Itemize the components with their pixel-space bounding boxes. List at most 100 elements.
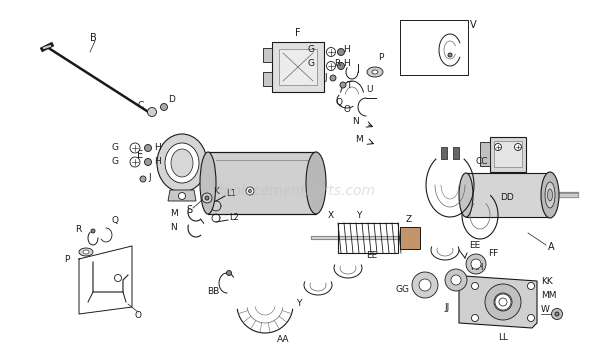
Circle shape xyxy=(527,282,535,290)
Text: MM: MM xyxy=(541,291,556,300)
Text: Z: Z xyxy=(406,215,412,224)
Circle shape xyxy=(448,53,452,57)
Text: B: B xyxy=(90,33,97,43)
Bar xyxy=(441,147,447,159)
Text: KK: KK xyxy=(541,278,553,286)
Circle shape xyxy=(445,269,467,291)
Circle shape xyxy=(145,144,152,152)
Text: R: R xyxy=(75,226,81,235)
Ellipse shape xyxy=(157,134,207,192)
Text: EE: EE xyxy=(366,252,377,261)
Text: H: H xyxy=(343,46,350,55)
Text: T: T xyxy=(346,80,352,89)
Circle shape xyxy=(160,104,168,110)
Text: X: X xyxy=(328,211,334,220)
Text: GG: GG xyxy=(395,286,409,295)
Text: A: A xyxy=(548,242,555,252)
Circle shape xyxy=(227,270,231,275)
Text: EE: EE xyxy=(469,241,480,251)
Text: Q: Q xyxy=(112,216,119,226)
Bar xyxy=(494,141,522,167)
Text: H: H xyxy=(154,143,160,152)
Text: G: G xyxy=(308,59,315,68)
Circle shape xyxy=(337,63,345,70)
Circle shape xyxy=(337,49,345,55)
Circle shape xyxy=(330,75,336,81)
Bar xyxy=(272,42,324,92)
Text: L2: L2 xyxy=(229,214,239,223)
Circle shape xyxy=(412,272,438,298)
Text: JJ: JJ xyxy=(444,303,449,311)
Ellipse shape xyxy=(372,70,378,74)
Text: M: M xyxy=(355,135,363,143)
Bar xyxy=(208,152,316,214)
Text: W: W xyxy=(541,306,550,315)
Text: L1: L1 xyxy=(226,189,236,198)
Circle shape xyxy=(246,187,254,195)
Bar xyxy=(400,20,468,75)
Text: R: R xyxy=(334,59,340,68)
Text: G: G xyxy=(111,157,118,167)
Ellipse shape xyxy=(165,143,199,183)
Text: HH: HH xyxy=(470,264,483,273)
Circle shape xyxy=(140,176,146,182)
Text: G: G xyxy=(308,46,315,55)
Text: CC: CC xyxy=(476,156,489,165)
Bar xyxy=(453,147,459,159)
Text: N: N xyxy=(352,117,359,126)
Text: O: O xyxy=(343,105,350,114)
Text: H: H xyxy=(154,157,160,167)
Text: Q: Q xyxy=(335,98,342,108)
Circle shape xyxy=(495,294,511,310)
Circle shape xyxy=(248,189,251,193)
Circle shape xyxy=(148,108,156,117)
Bar xyxy=(400,227,420,249)
Polygon shape xyxy=(168,190,196,201)
Bar xyxy=(480,142,490,166)
Circle shape xyxy=(552,308,562,320)
Circle shape xyxy=(326,47,336,56)
Text: V: V xyxy=(470,20,477,30)
Circle shape xyxy=(130,157,140,167)
Circle shape xyxy=(514,143,522,151)
Bar xyxy=(338,223,398,253)
Circle shape xyxy=(419,279,431,291)
Text: D: D xyxy=(168,94,175,104)
Text: Y: Y xyxy=(356,211,361,220)
Text: E: E xyxy=(137,150,143,160)
Text: P: P xyxy=(64,256,70,265)
Circle shape xyxy=(145,159,152,165)
Text: LL: LL xyxy=(498,333,508,342)
Text: O: O xyxy=(135,311,142,320)
Circle shape xyxy=(471,315,478,321)
Text: Y: Y xyxy=(296,299,301,307)
Circle shape xyxy=(471,259,481,269)
Circle shape xyxy=(494,143,501,151)
Circle shape xyxy=(451,275,461,285)
Circle shape xyxy=(499,298,507,306)
Text: DD: DD xyxy=(500,193,514,202)
Ellipse shape xyxy=(548,189,552,201)
Circle shape xyxy=(555,312,559,316)
Text: BB: BB xyxy=(207,286,219,295)
Text: S: S xyxy=(186,205,192,215)
Text: M: M xyxy=(170,209,178,218)
Bar xyxy=(279,49,317,85)
Text: U: U xyxy=(366,84,372,93)
Circle shape xyxy=(205,196,209,200)
Circle shape xyxy=(91,229,95,233)
Text: N: N xyxy=(170,223,177,232)
Bar xyxy=(466,173,550,217)
Text: F: F xyxy=(295,28,301,38)
Circle shape xyxy=(494,293,512,311)
Ellipse shape xyxy=(171,149,193,177)
Circle shape xyxy=(340,82,346,88)
Circle shape xyxy=(466,254,486,274)
Ellipse shape xyxy=(200,152,216,214)
Circle shape xyxy=(114,274,122,282)
Polygon shape xyxy=(459,276,537,328)
Ellipse shape xyxy=(79,248,93,256)
Circle shape xyxy=(326,62,336,71)
Text: FF: FF xyxy=(488,249,498,258)
Bar xyxy=(263,72,272,86)
